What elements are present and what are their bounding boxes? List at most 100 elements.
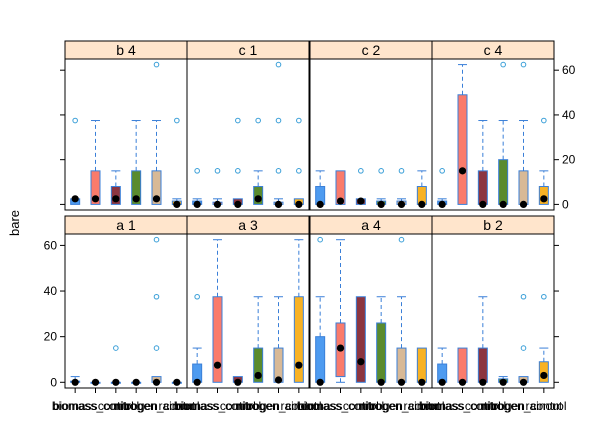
median-dot [316, 378, 324, 386]
y-tick-label: 60 [44, 238, 58, 252]
panel-a4: a 4 biomassbiomass_controlcontrolnitrogen… [297, 215, 445, 413]
outlier-point [296, 117, 302, 124]
median-dot [152, 378, 161, 386]
median-dot [438, 378, 446, 386]
median-dot [71, 195, 79, 203]
median-dot [91, 195, 100, 203]
box [212, 296, 223, 383]
median-dot [71, 378, 79, 386]
median-dot [418, 378, 426, 386]
outlier-point [520, 293, 527, 300]
outlier-point [317, 236, 323, 243]
box [396, 347, 407, 383]
outlier-point [439, 168, 445, 174]
x-tick-label: biomass [420, 399, 465, 413]
strip-label: a 3 [238, 217, 258, 233]
median-dot [234, 200, 242, 209]
panel-frame [431, 58, 555, 211]
outlier-point [500, 61, 506, 68]
median-dot [397, 378, 406, 386]
strip-label: a 4 [361, 217, 381, 233]
x-tick-label: control [220, 399, 256, 413]
panel-c1: c 1 [186, 40, 310, 211]
outlier-point [235, 117, 241, 124]
median-dot [193, 200, 201, 209]
x-tick-label: biomass_control [297, 399, 384, 413]
x-tick-label: biomass_control [419, 399, 506, 413]
panel-c4: c 4 [431, 40, 555, 211]
x-tick-label: control [98, 399, 134, 413]
outlier-point [255, 117, 261, 124]
outlier-point [194, 293, 200, 300]
x-tick-label: nitrogen [359, 399, 402, 413]
outlier-point [174, 117, 180, 124]
outlier-point [398, 236, 405, 243]
x-tick-label: biomass_control [174, 399, 261, 413]
y-tick-label: 40 [562, 108, 576, 122]
median-dot [458, 167, 467, 175]
panel-c2: c 2 [309, 40, 433, 211]
box [457, 94, 468, 205]
median-dot [519, 200, 528, 209]
y-tick-label: 0 [50, 375, 57, 389]
outlier-point [398, 168, 405, 174]
median-dot [479, 378, 487, 386]
median-dot [91, 378, 100, 386]
median-dot [418, 200, 426, 209]
median-dot [193, 378, 201, 386]
panel-b2: b 2 biomassbiomass_controlcontrolnitrogen… [419, 215, 567, 413]
outlier-point [194, 168, 200, 174]
outlier-point [153, 236, 160, 243]
median-dot [336, 344, 345, 352]
median-dot [377, 378, 385, 386]
box [151, 170, 162, 205]
median-dot [499, 200, 507, 209]
outlier-point [153, 293, 160, 300]
outlier-point [358, 168, 364, 174]
outlier-point [520, 61, 527, 68]
y-axis-title: bare [7, 210, 22, 236]
panels-layer: a 1biomassbiomass_controlcontrolnitrogen… [44, 40, 576, 413]
strip-label: c 2 [362, 42, 381, 58]
outlier-point [296, 168, 302, 174]
outlier-point [72, 117, 78, 124]
median-dot [458, 378, 467, 386]
x-tick-label: nitrogen_control [480, 399, 566, 413]
outlier-point [275, 168, 282, 174]
box [477, 170, 488, 205]
median-dot [540, 371, 548, 380]
outlier-point [541, 117, 547, 124]
outlier-point [235, 168, 241, 174]
x-tick-label: nitrogen [114, 399, 157, 413]
y-tick-label: 0 [562, 197, 569, 211]
box [293, 296, 304, 383]
outlier-point [214, 168, 221, 174]
median-dot [274, 200, 283, 209]
outlier-point [275, 117, 282, 124]
median-dot [132, 378, 140, 386]
box [498, 159, 509, 205]
outlier-point [275, 61, 282, 68]
box [477, 347, 488, 383]
x-tick-label: rainout [403, 399, 440, 413]
median-dot [112, 195, 120, 203]
x-tick-label: rainout [280, 399, 317, 413]
median-dot [254, 371, 262, 380]
median-dot [152, 195, 161, 203]
x-tick-label: rainout [525, 399, 562, 413]
median-dot [499, 378, 507, 386]
median-dot [540, 195, 548, 203]
x-tick-label: control [343, 399, 379, 413]
x-tick-label: nitrogen [236, 399, 279, 413]
median-dot [397, 200, 406, 209]
outlier-point [153, 345, 160, 351]
panel-a3: a 3 biomassbiomass_controlcontrolnitrogen… [174, 215, 322, 413]
median-dot [132, 195, 140, 203]
x-tick-label: nitrogen_control [235, 399, 321, 413]
box [315, 336, 326, 383]
median-dot [173, 378, 181, 386]
box [90, 170, 101, 205]
median-dot [377, 200, 385, 209]
box [518, 170, 529, 205]
